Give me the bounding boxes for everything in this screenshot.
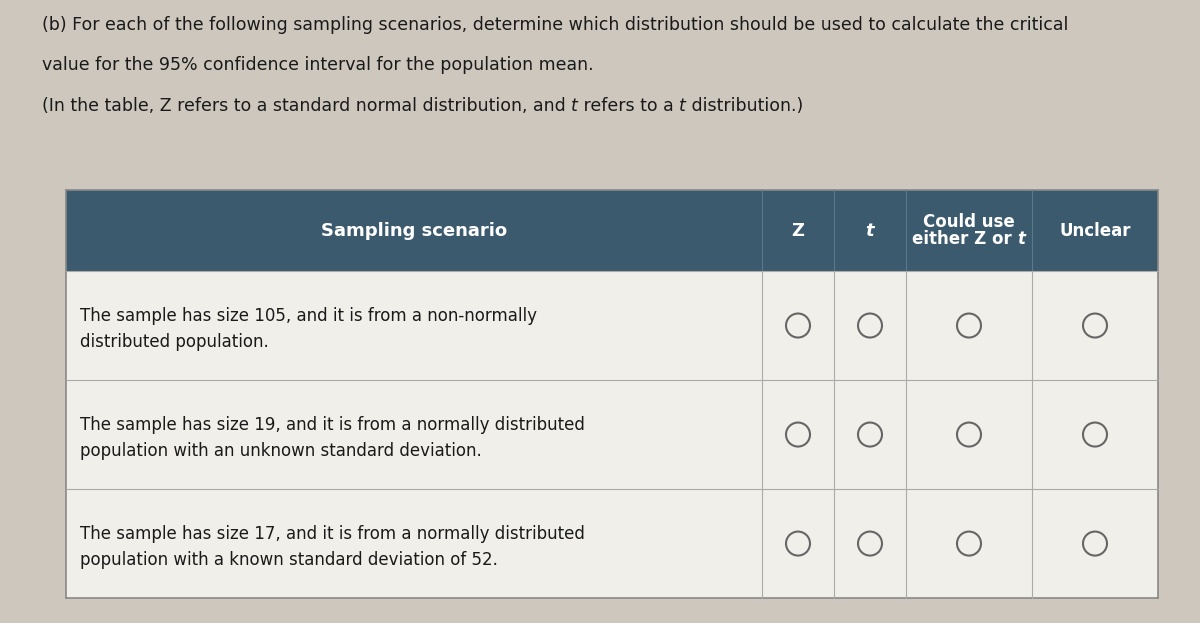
Text: Could use: Could use (923, 213, 1015, 231)
Text: The sample has size 17, and it is from a normally distributed: The sample has size 17, and it is from a… (80, 525, 586, 543)
Text: t: t (865, 222, 875, 239)
Text: t: t (571, 97, 578, 115)
Text: either Z or: either Z or (912, 231, 1018, 248)
Text: population with an unknown standard deviation.: population with an unknown standard devi… (80, 442, 482, 460)
Text: population with a known standard deviation of 52.: population with a known standard deviati… (80, 551, 498, 569)
Text: refers to a: refers to a (578, 97, 679, 115)
Text: t: t (1018, 231, 1026, 248)
Text: Unclear: Unclear (1060, 222, 1130, 239)
Text: Z: Z (792, 222, 804, 239)
Text: The sample has size 19, and it is from a normally distributed: The sample has size 19, and it is from a… (80, 416, 586, 434)
Text: (b) For each of the following sampling scenarios, determine which distribution s: (b) For each of the following sampling s… (42, 16, 1068, 34)
Text: Sampling scenario: Sampling scenario (320, 222, 508, 239)
Text: distributed population.: distributed population. (80, 333, 269, 351)
Text: value for the 95% confidence interval for the population mean.: value for the 95% confidence interval fo… (42, 56, 594, 74)
Text: The sample has size 105, and it is from a non-normally: The sample has size 105, and it is from … (80, 307, 538, 325)
Text: (In the table, Z refers to a standard normal distribution, and: (In the table, Z refers to a standard no… (42, 97, 571, 115)
Text: t: t (679, 97, 686, 115)
Text: distribution.): distribution.) (686, 97, 804, 115)
